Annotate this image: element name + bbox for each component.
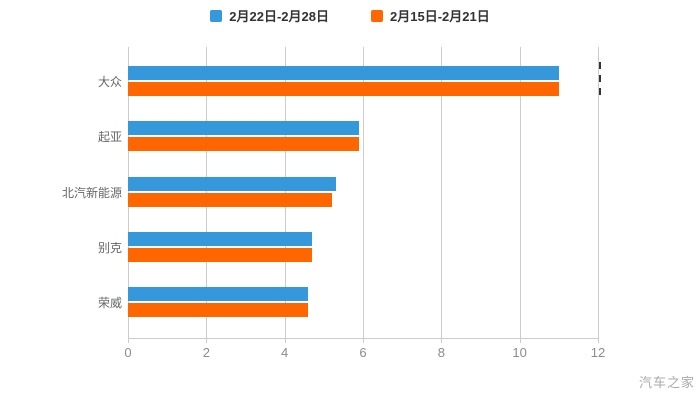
x-axis-tick: [441, 338, 443, 343]
x-axis-tick: [519, 338, 521, 343]
chart-legend: 2月22日-2月28日 2月15日-2月21日: [0, 6, 700, 25]
x-tick-label: 4: [281, 345, 289, 360]
legend-marker-orange-icon: [371, 9, 383, 22]
x-axis-tick: [206, 338, 208, 343]
bar-2月22日-2月28日[interactable]: [128, 231, 313, 246]
clipped-bar-label-fragment: [599, 88, 601, 95]
y-category-label: 大众: [97, 75, 122, 89]
x-gridline: [519, 47, 521, 338]
bar-2月15日-2月21日[interactable]: [128, 137, 360, 152]
x-tick-label: 12: [590, 345, 606, 360]
legend-item-week2[interactable]: 2月22日-2月28日: [210, 6, 329, 25]
bar-2月22日-2月28日[interactable]: [128, 121, 360, 136]
x-tick-label: 8: [437, 345, 445, 360]
x-axis-tick: [598, 338, 599, 343]
clipped-bar-label-fragment: [599, 75, 601, 82]
legend-marker-blue-icon: [210, 9, 223, 22]
legend-label-week2: 2月22日-2月28日: [229, 9, 329, 24]
x-gridline: [128, 47, 129, 338]
x-gridline: [206, 47, 208, 338]
y-category-label: 荣威: [97, 296, 122, 311]
bar-2月15日-2月21日[interactable]: [128, 192, 332, 207]
x-gridline: [441, 47, 443, 338]
x-gridline: [284, 47, 286, 338]
x-gridline: [598, 47, 599, 338]
legend-item-week1[interactable]: 2月15日-2月21日: [371, 6, 490, 25]
bar-2月22日-2月28日[interactable]: [128, 176, 336, 191]
bar-2月22日-2月28日[interactable]: [128, 287, 309, 302]
bar-2月22日-2月28日[interactable]: [128, 66, 559, 80]
y-category-label: 别克: [97, 240, 122, 255]
clipped-bar-label-fragment: [599, 62, 601, 69]
x-gridline: [363, 47, 364, 338]
x-tick-label: 0: [124, 345, 132, 360]
bar-2月15日-2月21日[interactable]: [128, 247, 313, 262]
x-tick-label: 6: [359, 345, 367, 360]
x-axis-line: [128, 338, 598, 339]
x-tick-label: 2: [202, 345, 210, 360]
bar-2月15日-2月21日[interactable]: [128, 82, 559, 96]
legend-label-week1: 2月15日-2月21日: [390, 9, 490, 24]
x-axis-tick: [128, 338, 129, 343]
watermark-autohome: 汽车之家: [638, 375, 695, 390]
y-category-label: 北汽新能源: [61, 185, 122, 200]
bar-2月15日-2月21日[interactable]: [128, 303, 309, 318]
x-tick-label: 10: [512, 345, 527, 360]
x-axis-tick: [284, 338, 286, 343]
y-category-label: 起亚: [97, 130, 122, 145]
x-axis-tick: [363, 338, 364, 343]
